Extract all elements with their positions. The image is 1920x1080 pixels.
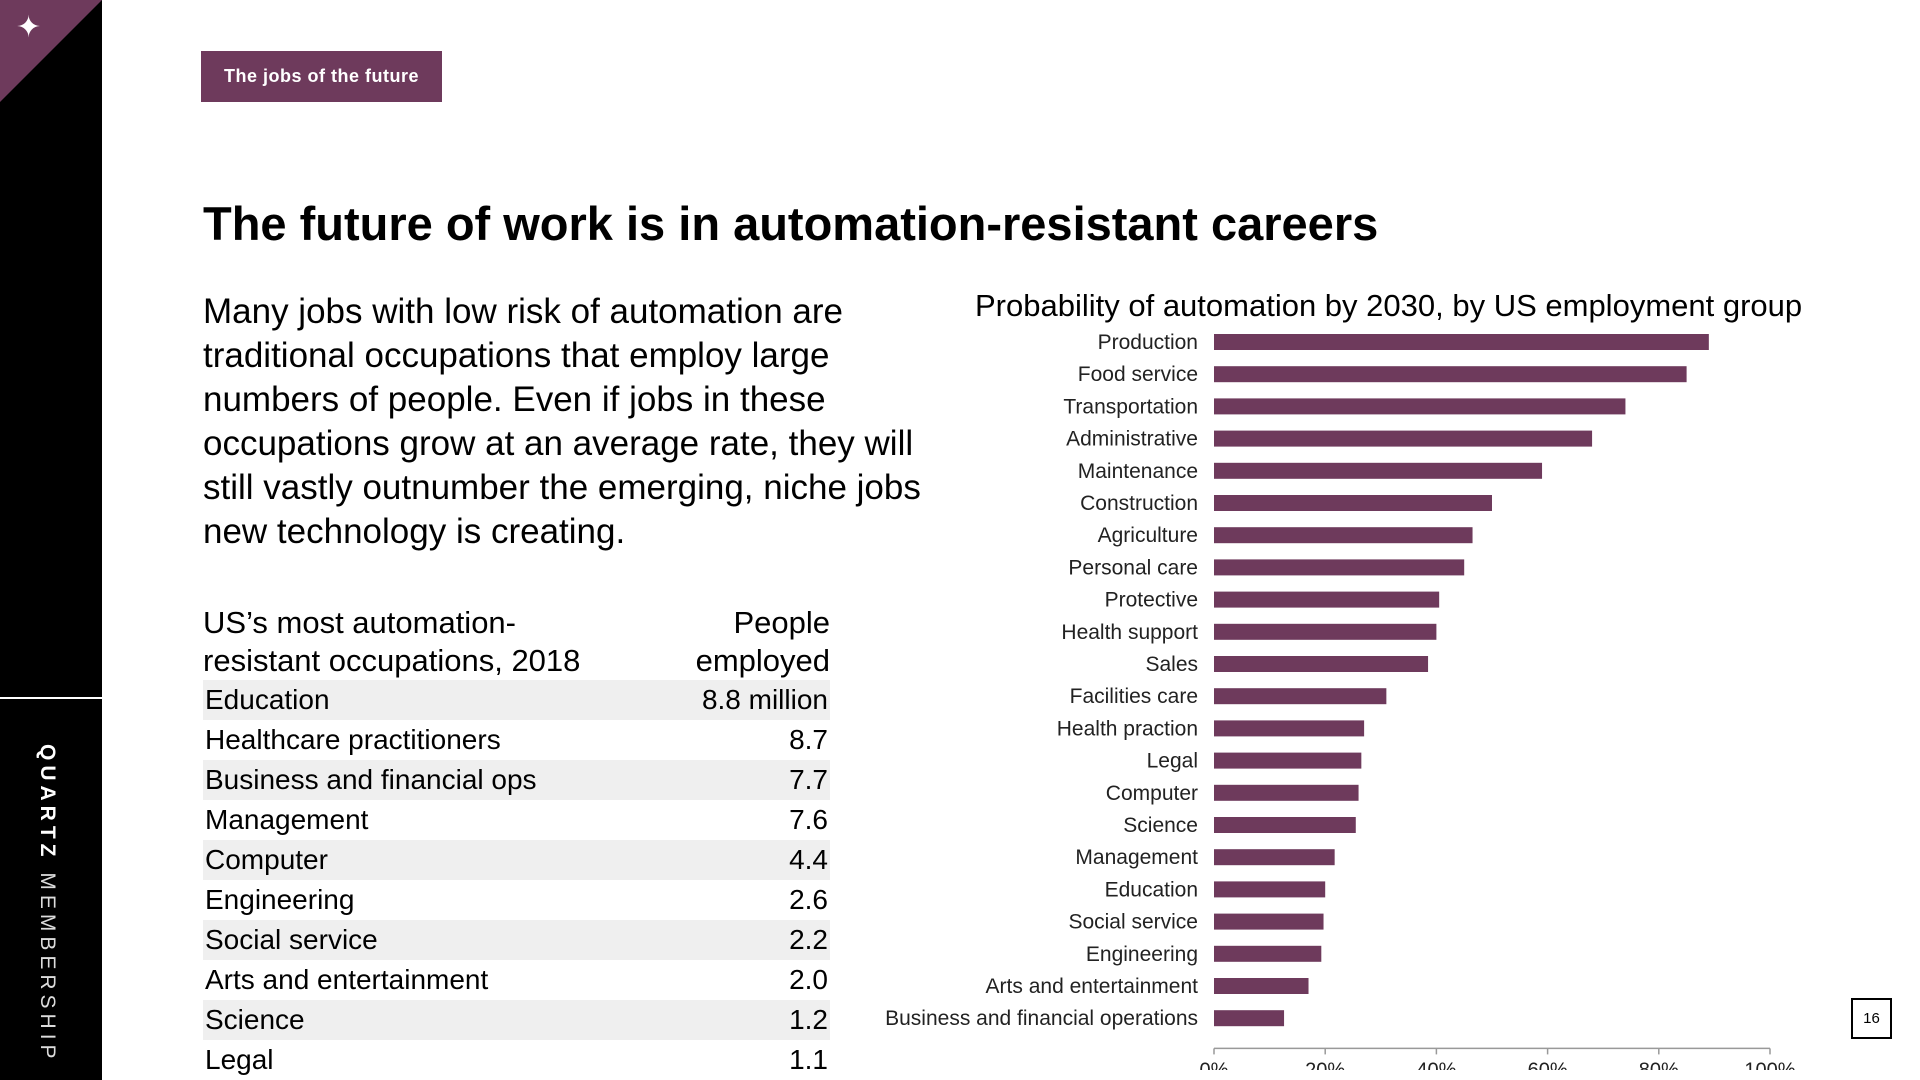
intro-paragraph: Many jobs with low risk of automation ar… (203, 292, 921, 551)
bar (1214, 334, 1709, 350)
bar (1214, 366, 1687, 383)
chart-title: Probability of automation by 2030, by US… (975, 288, 1803, 323)
corner-accent (0, 0, 102, 102)
category-label: Sales (1145, 653, 1198, 676)
bar (1214, 784, 1359, 801)
bar (1214, 1010, 1285, 1027)
category-label: Construction (1080, 492, 1198, 515)
bar (1214, 656, 1429, 672)
table-row: Science 1.2 (203, 1000, 830, 1040)
table-row-value: 8.7 (789, 724, 828, 755)
table-row-value: 1.1 (789, 1044, 828, 1075)
x-tick-label: 100% (1744, 1059, 1795, 1070)
table-row: Arts and entertainment 2.0 (203, 960, 830, 1000)
bar (1214, 559, 1465, 576)
table-row-value: 2.2 (789, 924, 828, 955)
occupations-table: US’s most automation-resistant occupatio… (203, 600, 830, 1080)
sparkle-icon: ✦ (16, 10, 42, 45)
x-tick-label: 80% (1639, 1059, 1679, 1070)
table-row-value: 2.0 (789, 964, 828, 995)
bar (1214, 495, 1492, 511)
table-row-label: Legal (205, 1044, 274, 1075)
bar (1214, 881, 1326, 898)
x-tick-label: 0% (1200, 1059, 1229, 1070)
sidebar-divider (0, 697, 102, 699)
table-row-value: 4.4 (789, 844, 828, 875)
table-row: Social service 2.2 (203, 920, 830, 960)
table-row-label: Computer (205, 844, 328, 875)
page-number: 16 (1851, 998, 1892, 1039)
bar (1214, 462, 1543, 479)
x-tick-label: 60% (1528, 1059, 1568, 1070)
brand-bold: QUARTZ (36, 744, 59, 862)
category-label: Education (1105, 878, 1198, 901)
table-row: Legal 1.1 (203, 1040, 830, 1080)
bar (1214, 817, 1356, 833)
page-title: The future of work is in automation-resi… (203, 197, 1379, 250)
brand-logo: QUARTZ MEMBERSHIP (35, 744, 59, 1064)
bar (1214, 527, 1473, 544)
table-row: Engineering 2.6 (203, 880, 830, 920)
category-label: Engineering (1086, 943, 1198, 966)
bar (1214, 688, 1387, 705)
bar (1214, 945, 1322, 962)
bar (1214, 913, 1324, 930)
table-row-label: Education (205, 684, 330, 715)
category-label: Administrative (1066, 428, 1198, 451)
table-body: Education 8.8 million Healthcare practitio… (203, 680, 830, 1080)
category-label: Protective (1105, 589, 1198, 612)
bar (1214, 720, 1365, 737)
table-row-label: Science (205, 1004, 305, 1035)
table-row: Management 7.6 (203, 800, 830, 840)
table-row-label: Social service (205, 924, 378, 955)
table-header-left: US’s most automation-resistant occupatio… (203, 605, 581, 678)
automation-bar-chart: Production Food service Transportation Admi… (885, 331, 1796, 1070)
table-row-label: Management (205, 804, 369, 835)
sidebar: ✦ QUARTZ MEMBERSHIP (0, 0, 102, 1080)
category-label: Health praction (1057, 717, 1198, 740)
bar (1214, 623, 1437, 640)
table-row: Healthcare practitioners 8.7 (203, 720, 830, 760)
brand-light: MEMBERSHIP (36, 872, 59, 1064)
category-label: Computer (1106, 782, 1198, 805)
category-label: Science (1123, 814, 1198, 837)
bar (1214, 430, 1593, 447)
table-row-value: 7.7 (789, 764, 828, 795)
table-row-value: 2.6 (789, 884, 828, 915)
table-row: Business and financial ops 7.7 (203, 760, 830, 800)
table-row-value: 1.2 (789, 1004, 828, 1035)
category-label: Agriculture (1098, 524, 1198, 547)
category-label: Transportation (1063, 395, 1198, 418)
category-label: Food service (1078, 363, 1198, 386)
table-row: Education 8.8 million (203, 680, 830, 720)
category-label: Health support (1061, 621, 1198, 644)
table-row-label: Arts and entertainment (205, 964, 489, 995)
bar (1214, 978, 1309, 994)
category-label: Personal care (1068, 556, 1198, 579)
table-row: Computer 4.4 (203, 840, 830, 880)
table-header: US’s most automation-resistant occupatio… (203, 600, 830, 680)
bar (1214, 591, 1440, 608)
table-row-value: 8.8 million (701, 684, 828, 715)
category-label: Facilities care (1070, 685, 1198, 708)
table-row-value: 7.6 (789, 804, 828, 835)
section-tag: The jobs of the future (201, 51, 442, 102)
x-tick-label: 40% (1416, 1059, 1456, 1070)
category-label: Legal (1147, 750, 1198, 773)
table-row-label: Healthcare practitioners (205, 724, 501, 755)
table-row-label: Business and financial ops (205, 764, 537, 795)
table-header-right: People employed (695, 605, 830, 678)
category-label: Maintenance (1078, 460, 1198, 483)
category-label: Business and financial operations (885, 1007, 1198, 1030)
category-label: Management (1075, 846, 1198, 869)
category-label: Social service (1068, 911, 1198, 934)
x-tick-label: 20% (1305, 1059, 1345, 1070)
bar (1214, 849, 1335, 866)
category-label: Arts and entertainment (986, 975, 1199, 998)
category-label: Production (1098, 331, 1198, 354)
bar (1214, 752, 1362, 769)
bar (1214, 398, 1626, 415)
table-row-label: Engineering (205, 884, 355, 915)
